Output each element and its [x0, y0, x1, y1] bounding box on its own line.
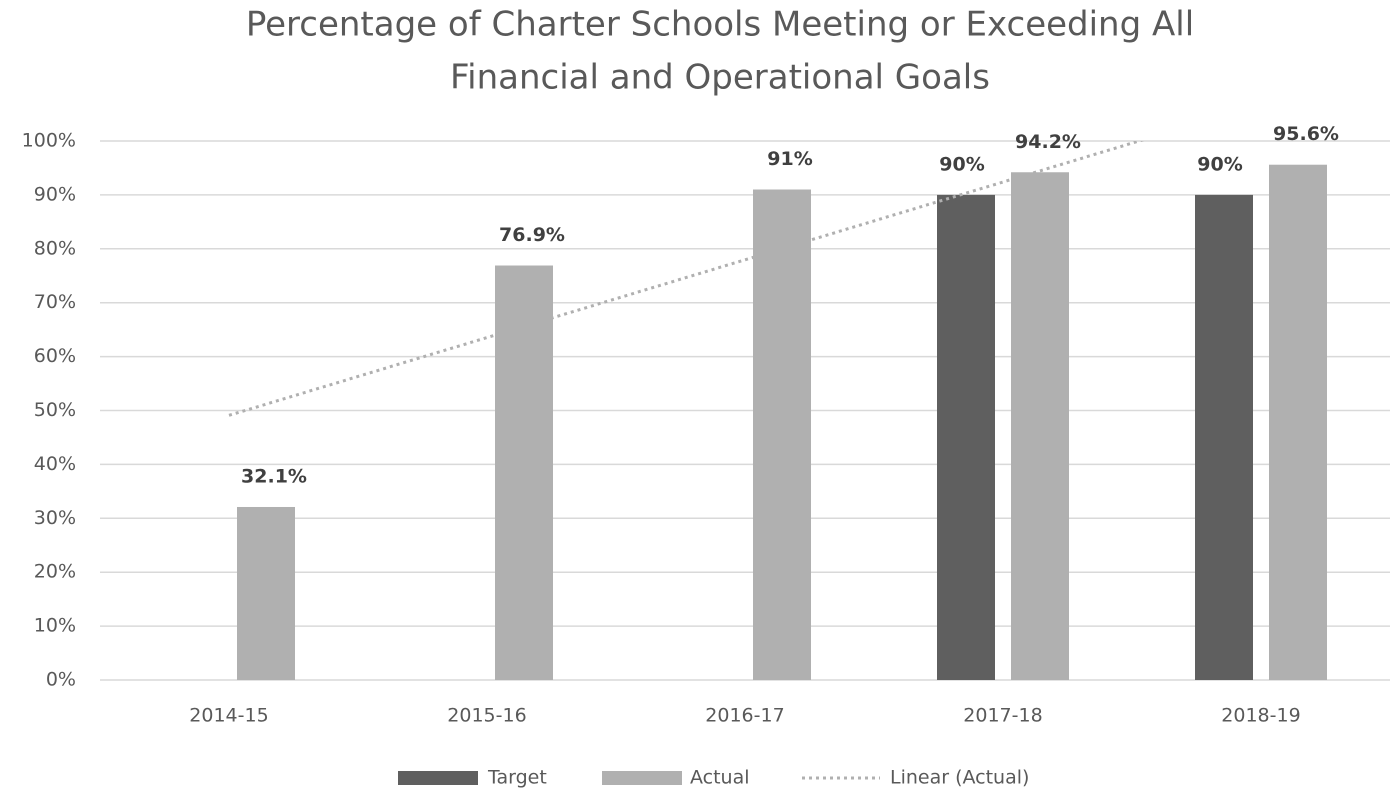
bar: [1269, 164, 1327, 680]
y-tick-label: 50%: [34, 399, 76, 421]
y-tick-label: 70%: [34, 291, 76, 313]
bar: [1011, 172, 1069, 680]
value-label: 95.6%: [1273, 123, 1339, 145]
value-label: 76.9%: [499, 224, 565, 246]
y-tick-label: 30%: [34, 507, 76, 529]
y-tick-label: 20%: [34, 561, 76, 583]
bar: [937, 194, 995, 680]
x-tick-label: 2015-16: [447, 705, 526, 727]
value-label: 90%: [1197, 153, 1242, 175]
y-tick-label: 100%: [22, 130, 76, 152]
legend-label: Target: [487, 767, 547, 789]
x-tick-label: 2014-15: [189, 705, 268, 727]
chart-title: Percentage of Charter Schools Meeting or…: [246, 5, 1194, 45]
bar: [237, 506, 295, 680]
bar: [1195, 194, 1253, 680]
trendline-group: [228, 141, 1145, 417]
y-tick-label: 90%: [34, 183, 76, 205]
chart-title: Financial and Operational Goals: [450, 58, 990, 98]
y-tick-label: 10%: [34, 615, 76, 637]
value-label: 94.2%: [1015, 131, 1081, 153]
legend-swatch: [398, 771, 478, 785]
value-label: 32.1%: [241, 465, 307, 487]
x-tick-label: 2018-19: [1221, 705, 1300, 727]
trendline: [228, 141, 1145, 417]
legend-swatch: [602, 771, 682, 785]
bar: [495, 265, 553, 680]
y-tick-label: 40%: [34, 453, 76, 475]
bar: [753, 189, 811, 680]
legend-label: Linear (Actual): [890, 767, 1029, 789]
value-label: 91%: [767, 148, 812, 170]
legend-label: Actual: [690, 767, 750, 789]
y-tick-label: 0%: [46, 669, 76, 691]
y-tick-label: 60%: [34, 345, 76, 367]
value-label: 90%: [939, 153, 984, 175]
x-tick-label: 2017-18: [963, 705, 1042, 727]
y-tick-label: 80%: [34, 237, 76, 259]
x-tick-label: 2016-17: [705, 705, 784, 727]
